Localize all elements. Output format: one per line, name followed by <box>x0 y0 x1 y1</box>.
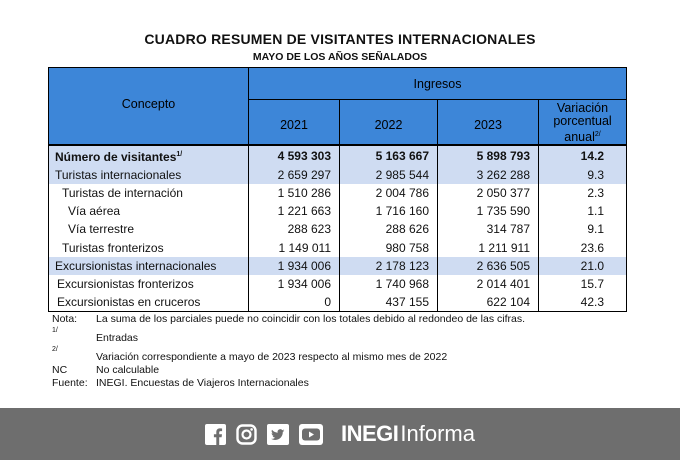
cell-2021: 1 510 286 <box>248 184 340 203</box>
cell-2021: 1 149 011 <box>248 238 340 258</box>
brand-light: Informa <box>400 421 475 446</box>
header-concepto: Concepto <box>48 67 249 146</box>
cell-variation: 15.7 <box>537 275 628 294</box>
cell-variation: 14.2 <box>537 144 628 167</box>
note-key: 2/ <box>52 346 58 353</box>
header-year-2021: 2021 <box>248 99 340 146</box>
table-row: Turistas de internación 1 510 286 2 004 … <box>48 184 628 203</box>
cell-2022: 2 985 544 <box>339 166 438 185</box>
cell-2022: 5 163 667 <box>339 144 438 167</box>
cell-2023: 2 050 377 <box>437 184 539 203</box>
row-label: Número de visitantes1/ <box>48 144 249 167</box>
cell-variation: 21.0 <box>537 257 628 276</box>
header-variation-sup: 2/ <box>594 131 601 138</box>
row-label: Vía terrestre <box>48 220 249 239</box>
note-text: Variación correspondiente a mayo de 2023… <box>96 351 448 363</box>
note-text: Entradas <box>96 332 139 344</box>
table-row: Turistas fronterizos 1 149 011 980 758 1… <box>48 238 628 258</box>
cell-2021: 2 659 297 <box>248 166 340 185</box>
inegi-informa-logo[interactable]: INEGI Informa <box>341 421 475 447</box>
cell-2021: 4 593 303 <box>248 144 340 167</box>
note-text: INEGI. Encuestas de Viajeros Internacion… <box>96 377 309 389</box>
note-row: NC No calculable <box>52 364 525 377</box>
cell-2023: 1 211 911 <box>437 238 539 258</box>
cell-2022: 2 004 786 <box>339 184 438 203</box>
cell-variation: 9.3 <box>537 166 628 185</box>
cell-variation: 23.6 <box>537 238 628 258</box>
header-year-2023: 2023 <box>437 99 539 146</box>
table-row: Vía aérea 1 221 663 1 716 160 1 735 590 … <box>48 202 628 221</box>
cell-variation: 42.3 <box>537 293 628 313</box>
header-ingresos: Ingresos <box>247 67 628 100</box>
note-key: Nota: <box>52 313 78 325</box>
header-variation: Variación porcentual anual2/ <box>537 99 628 146</box>
visitors-summary-table: Concepto Ingresos 2021 2022 2023 Variaci… <box>48 67 628 313</box>
row-label: Turistas fronterizos <box>48 238 249 258</box>
cell-2022: 1 740 968 <box>339 275 438 294</box>
report-subtitle: MAYO DE LOS AÑOS SEÑALADOS <box>252 51 428 63</box>
table-row: Excursionistas fronterizos 1 934 006 1 7… <box>48 275 628 294</box>
row-label: Excursionistas fronterizos <box>48 275 249 294</box>
note-row: 2/ Variación correspondiente a mayo de 2… <box>52 345 525 364</box>
row-label-sup: 1/ <box>176 151 183 159</box>
row-label: Excursionistas en cruceros <box>48 293 249 313</box>
table-row: Turistas internacionales 2 659 297 2 985… <box>48 166 628 185</box>
row-label: Turistas internacionales <box>48 166 249 185</box>
twitter-icon[interactable] <box>267 423 289 445</box>
note-row: Fuente: INEGI. Encuestas de Viajeros Int… <box>52 377 525 390</box>
note-text: La suma de los parciales puede no coinci… <box>96 313 526 325</box>
note-text: No calculable <box>96 364 160 376</box>
cell-2023: 2 636 505 <box>437 257 539 276</box>
row-label-text: Número de visitantes <box>55 150 177 165</box>
header-variation-label: Variación porcentual anual <box>553 101 612 145</box>
table-body: Número de visitantes1/ 4 593 303 5 163 6… <box>48 144 628 313</box>
note-row: 1/ Entradas <box>52 326 525 345</box>
facebook-icon[interactable] <box>205 423 226 445</box>
cell-2023: 3 262 288 <box>437 166 539 185</box>
cell-2022: 288 626 <box>339 220 438 239</box>
table-row: Número de visitantes1/ 4 593 303 5 163 6… <box>48 144 628 167</box>
table-notes: Nota: La suma de los parciales puede no … <box>52 313 525 390</box>
brand-strong: INEGI <box>341 421 399 446</box>
cell-2022: 437 155 <box>339 293 438 313</box>
note-key: Fuente: <box>52 377 88 389</box>
cell-2021: 1 221 663 <box>248 202 340 221</box>
cell-variation: 1.1 <box>537 202 628 221</box>
cell-variation: 2.3 <box>537 184 628 203</box>
social-links <box>205 423 323 445</box>
cell-2023: 2 014 401 <box>437 275 539 294</box>
cell-2023: 622 104 <box>437 293 539 313</box>
instagram-icon[interactable] <box>236 423 257 445</box>
footer-bar: INEGI Informa <box>0 408 680 460</box>
note-row: Nota: La suma de los parciales puede no … <box>52 313 525 326</box>
youtube-icon[interactable] <box>299 423 323 445</box>
table-row: Excursionistas en cruceros 0 437 155 622… <box>48 293 628 313</box>
row-label: Vía aérea <box>48 202 249 221</box>
row-label: Excursionistas internacionales <box>48 257 249 276</box>
cell-2021: 1 934 006 <box>248 257 340 276</box>
note-key: 1/ <box>52 327 58 334</box>
cell-2023: 1 735 590 <box>437 202 539 221</box>
table-row: Excursionistas internacionales 1 934 006… <box>48 257 628 276</box>
report-title: CUADRO RESUMEN DE VISITANTES INTERNACION… <box>144 31 536 47</box>
cell-2023: 314 787 <box>437 220 539 239</box>
header-year-2022: 2022 <box>339 99 438 146</box>
cell-2021: 1 934 006 <box>248 275 340 294</box>
cell-2022: 980 758 <box>339 238 438 258</box>
cell-2023: 5 898 793 <box>437 144 539 167</box>
cell-2021: 0 <box>248 293 340 313</box>
cell-2022: 2 178 123 <box>339 257 438 276</box>
row-label: Turistas de internación <box>48 184 249 203</box>
cell-variation: 9.1 <box>537 220 628 239</box>
table-row: Vía terrestre 288 623 288 626 314 787 9.… <box>48 220 628 239</box>
note-key: NC <box>52 364 68 376</box>
cell-2022: 1 716 160 <box>339 202 438 221</box>
cell-2021: 288 623 <box>248 220 340 239</box>
